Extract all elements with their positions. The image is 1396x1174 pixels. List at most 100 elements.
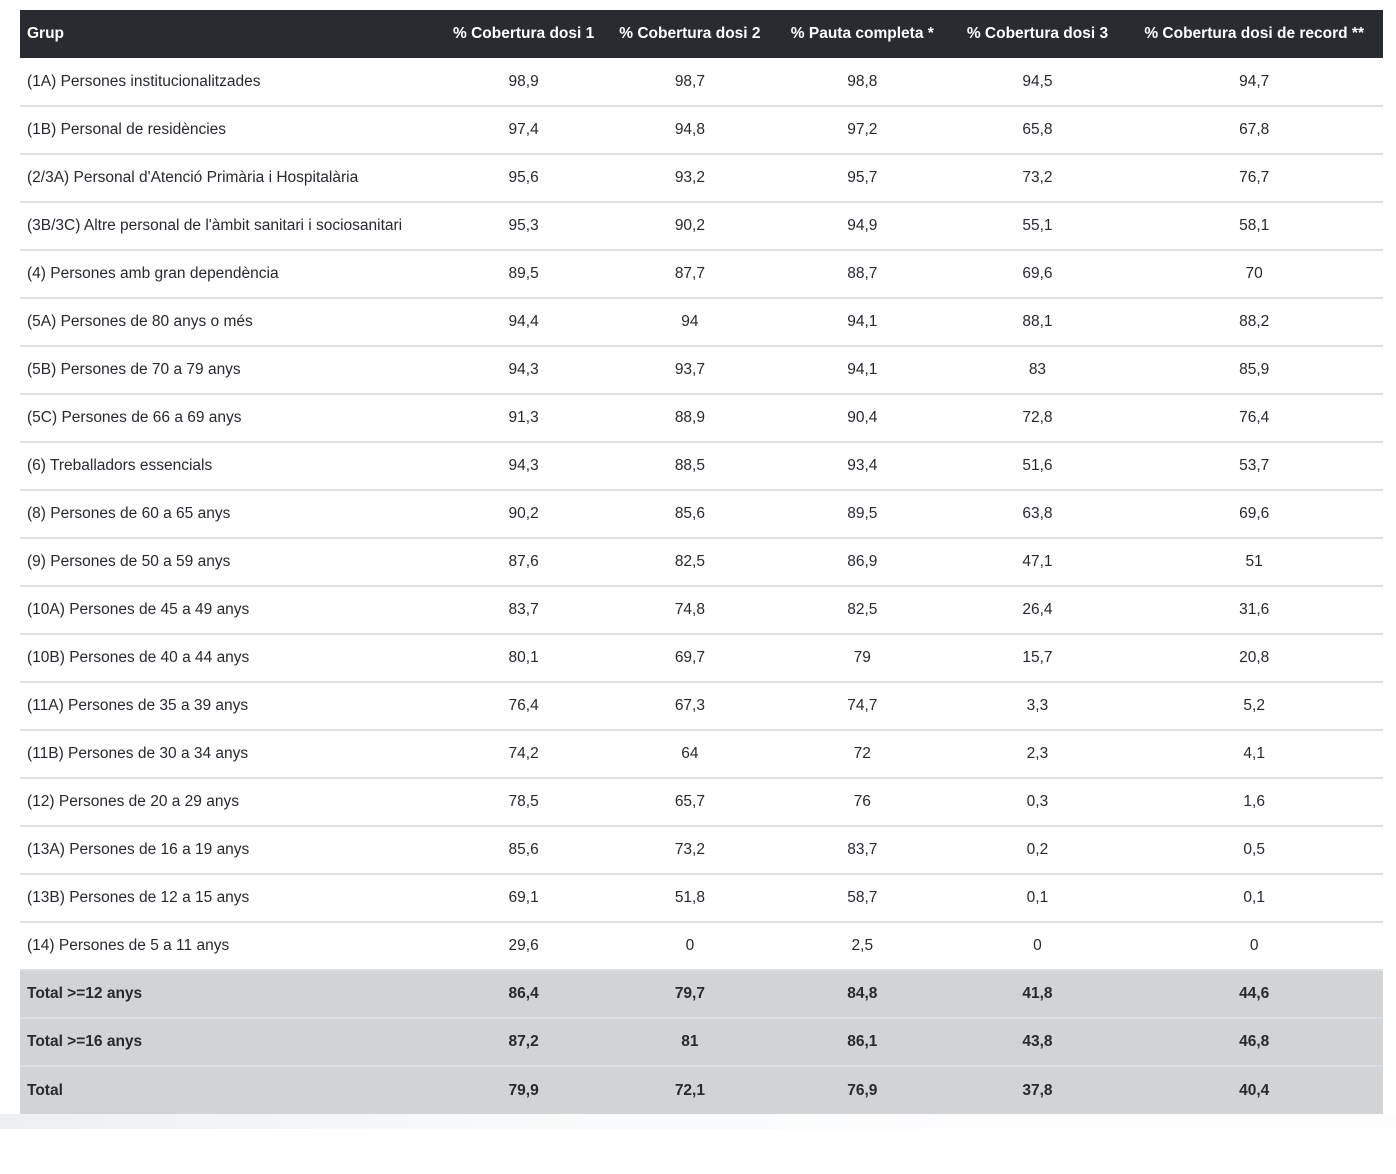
value-cell: 74,7 — [775, 681, 950, 730]
value-cell: 76,4 — [442, 681, 605, 730]
group-cell: (11B) Persones de 30 a 34 anys — [20, 729, 443, 778]
value-cell: 83,7 — [442, 585, 605, 634]
value-cell: 58,7 — [775, 873, 950, 922]
value-cell: 98,9 — [442, 58, 605, 106]
value-cell: 65,7 — [604, 777, 776, 826]
value-cell: 43,8 — [949, 1017, 1126, 1066]
table-row: (8) Persones de 60 a 65 anys 90,2 85,6 89,5… — [20, 489, 1383, 538]
value-cell: 82,5 — [775, 585, 950, 634]
value-cell: 76,7 — [1125, 153, 1383, 202]
value-cell: 80,1 — [442, 633, 605, 682]
value-cell: 72,8 — [949, 393, 1126, 442]
value-cell: 93,2 — [604, 153, 776, 202]
value-cell: 95,7 — [775, 153, 950, 202]
value-cell: 90,4 — [775, 393, 950, 442]
value-cell: 89,5 — [442, 249, 605, 298]
total-row: Total >=12 anys 86,4 79,7 84,8 41,8 44,6 — [20, 969, 1383, 1018]
table-row: (12) Persones de 20 a 29 anys 78,5 65,7 76 0… — [20, 777, 1383, 826]
page-bottom-fade — [0, 1114, 1396, 1129]
column-header-4: % Cobertura dosi 3 — [949, 10, 1126, 58]
total-row: Total >=16 anys 87,2 81 86,1 43,8 46,8 — [20, 1017, 1383, 1066]
value-cell: 94,8 — [604, 105, 776, 154]
value-cell: 1,6 — [1125, 777, 1383, 826]
value-cell: 88,7 — [775, 249, 950, 298]
value-cell: 72 — [775, 729, 950, 778]
group-cell: (5A) Persones de 80 anys o més — [20, 297, 443, 346]
value-cell: 79,9 — [442, 1065, 605, 1114]
value-cell: 97,4 — [442, 105, 605, 154]
column-header-1: % Cobertura dosi 1 — [442, 10, 605, 58]
value-cell: 0,1 — [1125, 873, 1383, 922]
value-cell: 73,2 — [949, 153, 1126, 202]
table-row: (1B) Personal de residències 97,4 94,8 97,2… — [20, 105, 1383, 154]
value-cell: 94 — [604, 297, 776, 346]
value-cell: 51,6 — [949, 441, 1126, 490]
value-cell: 0 — [949, 921, 1126, 970]
column-header-3: % Pauta completa * — [775, 10, 950, 58]
column-header-0: Grup — [20, 10, 443, 58]
value-cell: 63,8 — [949, 489, 1126, 538]
value-cell: 0,3 — [949, 777, 1126, 826]
value-cell: 79 — [775, 633, 950, 682]
value-cell: 73,2 — [604, 825, 776, 874]
value-cell: 87,2 — [442, 1017, 605, 1066]
value-cell: 83,7 — [775, 825, 950, 874]
value-cell: 91,3 — [442, 393, 605, 442]
value-cell: 0,5 — [1125, 825, 1383, 874]
value-cell: 88,2 — [1125, 297, 1383, 346]
value-cell: 2,5 — [775, 921, 950, 970]
value-cell: 94,4 — [442, 297, 605, 346]
value-cell: 70 — [1125, 249, 1383, 298]
value-cell: 40,4 — [1125, 1065, 1383, 1114]
value-cell: 53,7 — [1125, 441, 1383, 490]
value-cell: 47,1 — [949, 537, 1126, 586]
value-cell: 20,8 — [1125, 633, 1383, 682]
value-cell: 0,2 — [949, 825, 1126, 874]
table-row: (5C) Persones de 66 a 69 anys 91,3 88,9 90,… — [20, 393, 1383, 442]
value-cell: 44,6 — [1125, 969, 1383, 1018]
value-cell: 83 — [949, 345, 1126, 394]
value-cell: 74,8 — [604, 585, 776, 634]
group-cell: Total — [20, 1065, 443, 1114]
value-cell: 94,1 — [775, 345, 950, 394]
group-cell: (2/3A) Personal d'Atenció Primària i Hos… — [20, 153, 443, 202]
value-cell: 69,1 — [442, 873, 605, 922]
value-cell: 51 — [1125, 537, 1383, 586]
group-cell: (6) Treballadors essencials — [20, 441, 443, 490]
group-cell: (13A) Persones de 16 a 19 anys — [20, 825, 443, 874]
value-cell: 4,1 — [1125, 729, 1383, 778]
value-cell: 90,2 — [604, 201, 776, 250]
table-row: (5B) Persones de 70 a 79 anys 94,3 93,7 94,… — [20, 345, 1383, 394]
value-cell: 87,7 — [604, 249, 776, 298]
value-cell: 51,8 — [604, 873, 776, 922]
value-cell: 94,5 — [949, 58, 1126, 106]
value-cell: 79,7 — [604, 969, 776, 1018]
value-cell: 86,9 — [775, 537, 950, 586]
value-cell: 5,2 — [1125, 681, 1383, 730]
value-cell: 89,5 — [775, 489, 950, 538]
value-cell: 88,1 — [949, 297, 1126, 346]
value-cell: 58,1 — [1125, 201, 1383, 250]
table-row: (9) Persones de 50 a 59 anys 87,6 82,5 86,9… — [20, 537, 1383, 586]
total-row: Total 79,9 72,1 76,9 37,8 40,4 — [20, 1065, 1383, 1114]
vaccination-coverage-table: Grup% Cobertura dosi 1% Cobertura dosi 2… — [20, 10, 1383, 1114]
value-cell: 26,4 — [949, 585, 1126, 634]
group-cell: (12) Persones de 20 a 29 anys — [20, 777, 443, 826]
column-header-5: % Cobertura dosi de record ** — [1125, 10, 1383, 58]
value-cell: 0,1 — [949, 873, 1126, 922]
value-cell: 55,1 — [949, 201, 1126, 250]
value-cell: 93,7 — [604, 345, 776, 394]
group-cell: (14) Persones de 5 a 11 anys — [20, 921, 443, 970]
group-cell: (8) Persones de 60 a 65 anys — [20, 489, 443, 538]
value-cell: 3,3 — [949, 681, 1126, 730]
value-cell: 86,1 — [775, 1017, 950, 1066]
group-cell: (13B) Persones de 12 a 15 anys — [20, 873, 443, 922]
value-cell: 94,3 — [442, 345, 605, 394]
group-cell: (9) Persones de 50 a 59 anys — [20, 537, 443, 586]
header-row: Grup% Cobertura dosi 1% Cobertura dosi 2… — [20, 10, 1383, 58]
table-row: (5A) Persones de 80 anys o més 94,4 94 94,1… — [20, 297, 1383, 346]
value-cell: 88,9 — [604, 393, 776, 442]
value-cell: 41,8 — [949, 969, 1126, 1018]
value-cell: 15,7 — [949, 633, 1126, 682]
table-row: (1A) Persones institucionalitzades 98,9 98… — [20, 58, 1383, 106]
